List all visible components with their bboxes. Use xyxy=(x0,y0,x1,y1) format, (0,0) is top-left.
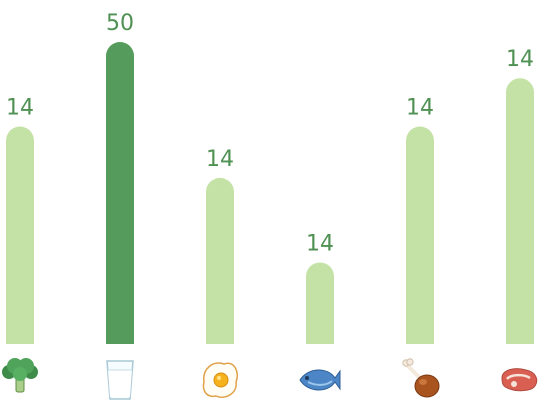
data-label-5: 14 xyxy=(406,96,434,121)
data-label-2: 50 xyxy=(106,11,134,36)
data-label-1: 14 xyxy=(6,96,34,121)
data-label-6: 14 xyxy=(506,47,534,72)
milk-glass-icon xyxy=(106,360,134,400)
data-label-4: 14 xyxy=(306,231,334,256)
data-label-3: 14 xyxy=(206,147,234,172)
bar-5 xyxy=(406,126,435,344)
chicken-leg-icon xyxy=(402,358,440,398)
bar-2 xyxy=(106,42,134,344)
bar-6 xyxy=(506,78,534,345)
bar-3 xyxy=(206,177,234,344)
bar-1 xyxy=(6,126,34,344)
bar-4 xyxy=(306,262,334,344)
fish-icon xyxy=(299,369,341,391)
broccoli-icon xyxy=(2,358,38,393)
steak-icon xyxy=(501,368,538,392)
fried-egg-icon xyxy=(202,362,238,398)
